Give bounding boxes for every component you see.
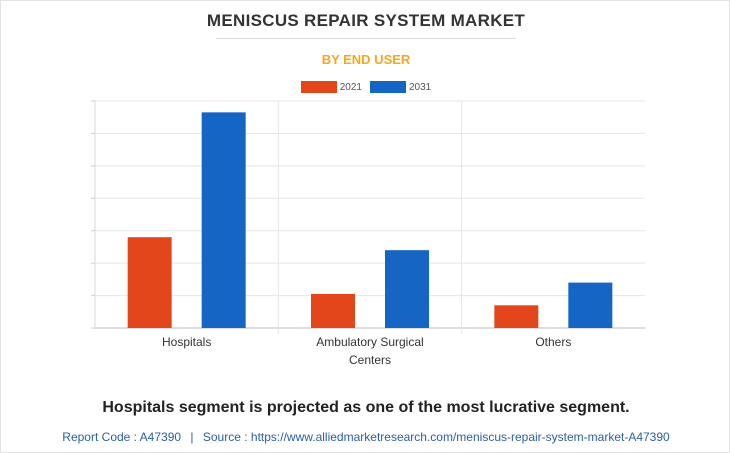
bar-2031 xyxy=(201,112,246,328)
x-tick-label: Hospitals xyxy=(162,335,211,349)
chart-title: MENISCUS REPAIR SYSTEM MARKET xyxy=(206,11,526,30)
x-tick-label-line: Centers xyxy=(349,353,391,367)
bar-2031 xyxy=(568,282,613,328)
bar-chart: Hospitals Ambulatory Surgical Centers Other… xyxy=(91,100,645,367)
legend-swatch-2021 xyxy=(300,81,337,93)
bar-2021 xyxy=(127,237,172,328)
chart-caption: Hospitals segment is projected as one of… xyxy=(102,399,630,416)
legend-item-2021[interactable]: 2021 xyxy=(300,81,362,93)
chart-subtitle: BY END USER xyxy=(321,52,411,67)
report-code: Report Code : A47390 xyxy=(62,430,182,444)
footer: Report Code : A47390 | Source : https://… xyxy=(1,430,730,444)
x-tick-label-line: Others xyxy=(535,335,571,349)
x-tick-label: Ambulatory Surgical Centers xyxy=(316,335,423,367)
chart-legend: 2021 2031 xyxy=(1,81,730,93)
x-tick-label: Others xyxy=(535,335,571,349)
x-tick-label-line: Hospitals xyxy=(162,335,211,349)
bar-2021 xyxy=(494,305,539,328)
source-link[interactable]: Source : https://www.alliedmarketresearc… xyxy=(202,430,670,444)
x-tick-label-line: Ambulatory Surgical xyxy=(316,335,423,349)
legend-swatch-2031 xyxy=(370,81,406,93)
legend-label-2021: 2021 xyxy=(339,81,362,93)
bar-2021 xyxy=(311,293,355,328)
footer-separator: | xyxy=(190,430,194,444)
bar-2031 xyxy=(385,250,429,328)
legend-label-2031: 2031 xyxy=(409,81,432,93)
legend-item-2031[interactable]: 2031 xyxy=(370,81,431,93)
title-divider xyxy=(216,38,516,39)
